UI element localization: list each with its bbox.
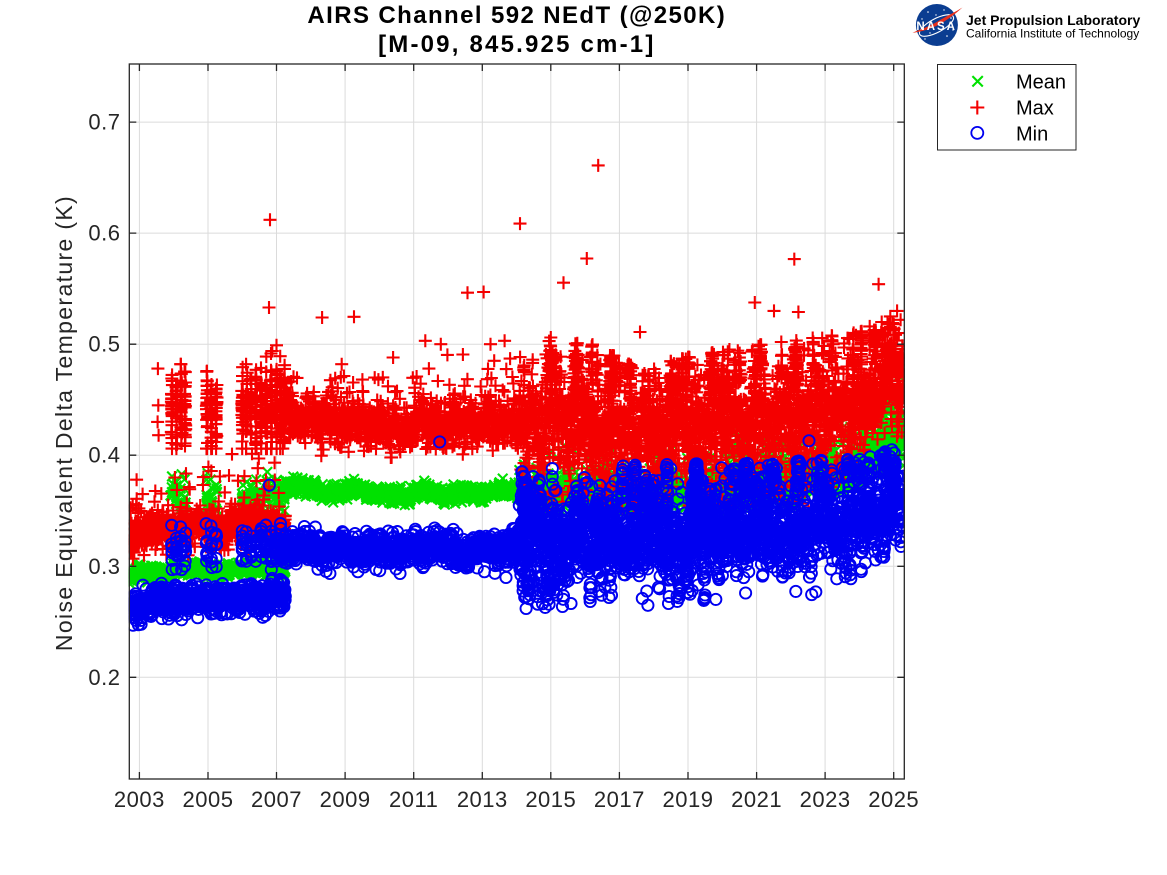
svg-text:0.6: 0.6 bbox=[88, 221, 120, 246]
svg-text:2015: 2015 bbox=[525, 787, 576, 812]
svg-text:Min: Min bbox=[1016, 124, 1048, 146]
svg-text:Mean: Mean bbox=[1016, 72, 1066, 94]
svg-text:0.7: 0.7 bbox=[88, 110, 120, 135]
svg-text:2009: 2009 bbox=[320, 787, 371, 812]
svg-text:AIRS Channel 592 NEdT (@250K): AIRS Channel 592 NEdT (@250K) bbox=[307, 2, 726, 29]
svg-text:Max: Max bbox=[1016, 98, 1054, 120]
svg-text:2005: 2005 bbox=[183, 787, 234, 812]
svg-text:0.4: 0.4 bbox=[88, 443, 120, 468]
svg-text:Jet Propulsion Laboratory: Jet Propulsion Laboratory bbox=[966, 12, 1140, 28]
svg-text:2007: 2007 bbox=[251, 787, 302, 812]
svg-text:0.2: 0.2 bbox=[88, 665, 120, 690]
svg-text:2003: 2003 bbox=[114, 787, 165, 812]
svg-text:2017: 2017 bbox=[594, 787, 645, 812]
svg-text:[M-09, 845.925 cm-1]: [M-09, 845.925 cm-1] bbox=[378, 31, 655, 58]
svg-text:California Institute of Techno: California Institute of Technology bbox=[966, 27, 1139, 41]
svg-text:2025: 2025 bbox=[868, 787, 919, 812]
svg-text:0.3: 0.3 bbox=[88, 554, 120, 579]
svg-text:Noise Equivalent Delta Tempera: Noise Equivalent Delta Temperature (K) bbox=[51, 195, 77, 651]
svg-text:2021: 2021 bbox=[731, 787, 782, 812]
svg-text:0.5: 0.5 bbox=[88, 332, 120, 357]
svg-text:2011: 2011 bbox=[389, 787, 438, 812]
svg-text:2019: 2019 bbox=[663, 787, 714, 812]
svg-text:2013: 2013 bbox=[457, 787, 508, 812]
svg-text:2023: 2023 bbox=[800, 787, 851, 812]
svg-text:NASA: NASA bbox=[916, 21, 957, 33]
